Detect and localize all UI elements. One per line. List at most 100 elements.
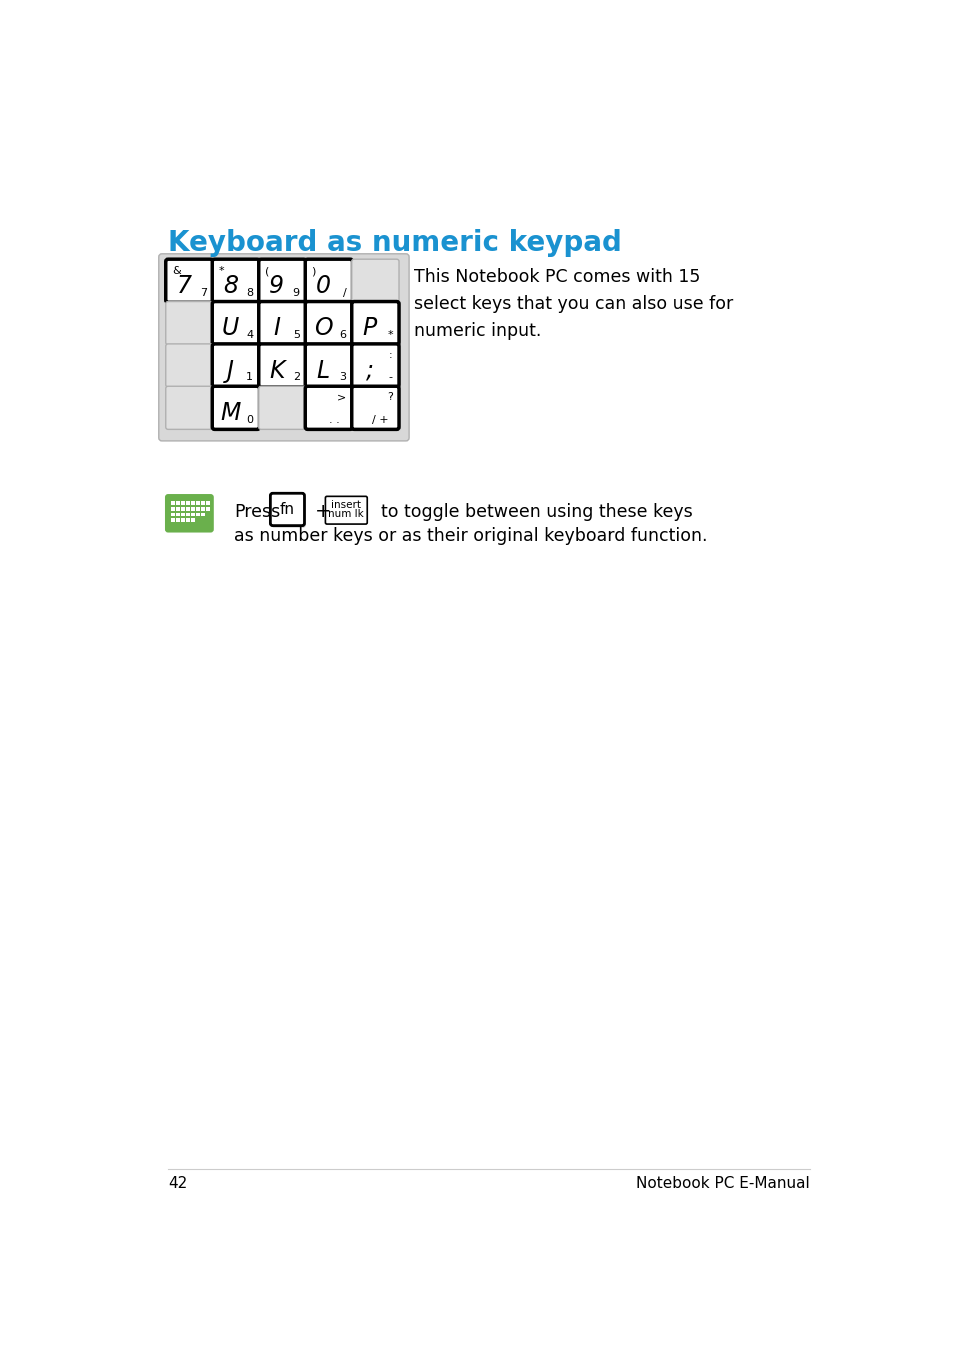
Text: 2: 2 — [293, 373, 299, 382]
FancyBboxPatch shape — [306, 261, 354, 304]
Bar — [171, 507, 175, 511]
FancyBboxPatch shape — [305, 260, 353, 303]
Text: fn: fn — [279, 502, 294, 516]
Bar — [176, 500, 180, 504]
Bar — [191, 507, 194, 511]
Text: 4: 4 — [246, 330, 253, 340]
Text: U: U — [221, 316, 238, 340]
FancyBboxPatch shape — [353, 389, 399, 432]
Text: Notebook PC E-Manual: Notebook PC E-Manual — [636, 1177, 809, 1192]
FancyBboxPatch shape — [258, 344, 306, 387]
Text: ;: ; — [365, 359, 374, 383]
Bar — [191, 500, 194, 504]
FancyBboxPatch shape — [212, 260, 259, 303]
Text: 1: 1 — [246, 373, 253, 382]
Text: /: / — [342, 288, 346, 297]
FancyBboxPatch shape — [212, 301, 259, 344]
Text: (: ( — [265, 266, 269, 276]
Bar — [205, 507, 210, 511]
Bar — [200, 507, 205, 511]
Text: 0: 0 — [315, 274, 331, 299]
Text: Keyboard as numeric keypad: Keyboard as numeric keypad — [168, 229, 621, 257]
FancyBboxPatch shape — [325, 496, 367, 525]
FancyBboxPatch shape — [166, 301, 213, 344]
Text: P: P — [362, 316, 376, 340]
Text: 8: 8 — [246, 288, 253, 297]
Text: Press: Press — [233, 503, 280, 521]
Bar — [191, 512, 194, 516]
Bar — [171, 518, 175, 522]
Text: 6: 6 — [339, 330, 346, 340]
Text: L: L — [316, 359, 330, 383]
Text: ): ) — [311, 266, 315, 276]
Text: 5: 5 — [293, 330, 299, 340]
Bar — [181, 500, 185, 504]
Bar — [171, 512, 175, 516]
Bar — [191, 518, 194, 522]
Bar — [200, 512, 205, 516]
Text: This Notebook PC comes with 15
select keys that you can also use for
numeric inp: This Notebook PC comes with 15 select ke… — [414, 268, 732, 340]
FancyBboxPatch shape — [270, 494, 304, 526]
FancyBboxPatch shape — [353, 304, 399, 347]
Text: *: * — [218, 266, 224, 276]
FancyBboxPatch shape — [166, 386, 213, 429]
Text: ?: ? — [387, 393, 393, 402]
FancyBboxPatch shape — [305, 344, 353, 387]
FancyBboxPatch shape — [272, 495, 305, 527]
FancyBboxPatch shape — [167, 261, 214, 304]
FancyBboxPatch shape — [166, 344, 213, 387]
FancyBboxPatch shape — [158, 254, 409, 441]
Text: 3: 3 — [339, 373, 346, 382]
Bar — [186, 507, 190, 511]
Text: num lk: num lk — [328, 508, 364, 519]
FancyBboxPatch shape — [306, 389, 354, 432]
Bar — [171, 500, 175, 504]
Text: J: J — [227, 359, 233, 383]
Bar — [195, 507, 200, 511]
Text: +: + — [314, 502, 331, 522]
FancyBboxPatch shape — [306, 304, 354, 347]
FancyBboxPatch shape — [258, 301, 306, 344]
FancyBboxPatch shape — [352, 344, 398, 387]
Text: 0: 0 — [246, 414, 253, 425]
FancyBboxPatch shape — [258, 386, 306, 429]
Bar — [176, 518, 180, 522]
FancyBboxPatch shape — [213, 346, 260, 389]
Bar — [176, 507, 180, 511]
Text: >: > — [336, 393, 346, 402]
Text: -: - — [389, 373, 393, 382]
Text: as number keys or as their original keyboard function.: as number keys or as their original keyb… — [233, 527, 707, 545]
FancyBboxPatch shape — [258, 260, 306, 303]
FancyBboxPatch shape — [352, 301, 398, 344]
Text: M: M — [220, 401, 240, 425]
FancyBboxPatch shape — [213, 261, 260, 304]
Bar — [186, 512, 190, 516]
Text: to toggle between using these keys: to toggle between using these keys — [381, 503, 692, 521]
Bar — [205, 500, 210, 504]
Bar — [195, 500, 200, 504]
Bar — [186, 500, 190, 504]
FancyBboxPatch shape — [166, 260, 213, 303]
Bar — [195, 512, 200, 516]
FancyBboxPatch shape — [306, 346, 354, 389]
FancyBboxPatch shape — [305, 301, 353, 344]
Bar — [200, 500, 205, 504]
Text: I: I — [274, 316, 280, 340]
FancyBboxPatch shape — [259, 346, 307, 389]
FancyBboxPatch shape — [259, 304, 307, 347]
FancyBboxPatch shape — [212, 344, 259, 387]
Text: 8: 8 — [223, 274, 237, 299]
Text: 9: 9 — [269, 274, 284, 299]
Text: :: : — [389, 350, 393, 360]
FancyBboxPatch shape — [353, 346, 399, 389]
Text: . .: . . — [328, 414, 339, 425]
FancyBboxPatch shape — [165, 494, 213, 533]
Text: K: K — [269, 359, 284, 383]
Bar — [181, 518, 185, 522]
Bar — [176, 512, 180, 516]
Text: / +: / + — [372, 414, 389, 425]
FancyBboxPatch shape — [352, 386, 398, 429]
Text: O: O — [314, 316, 333, 340]
Text: insert: insert — [331, 500, 361, 510]
Text: 7: 7 — [176, 274, 192, 299]
